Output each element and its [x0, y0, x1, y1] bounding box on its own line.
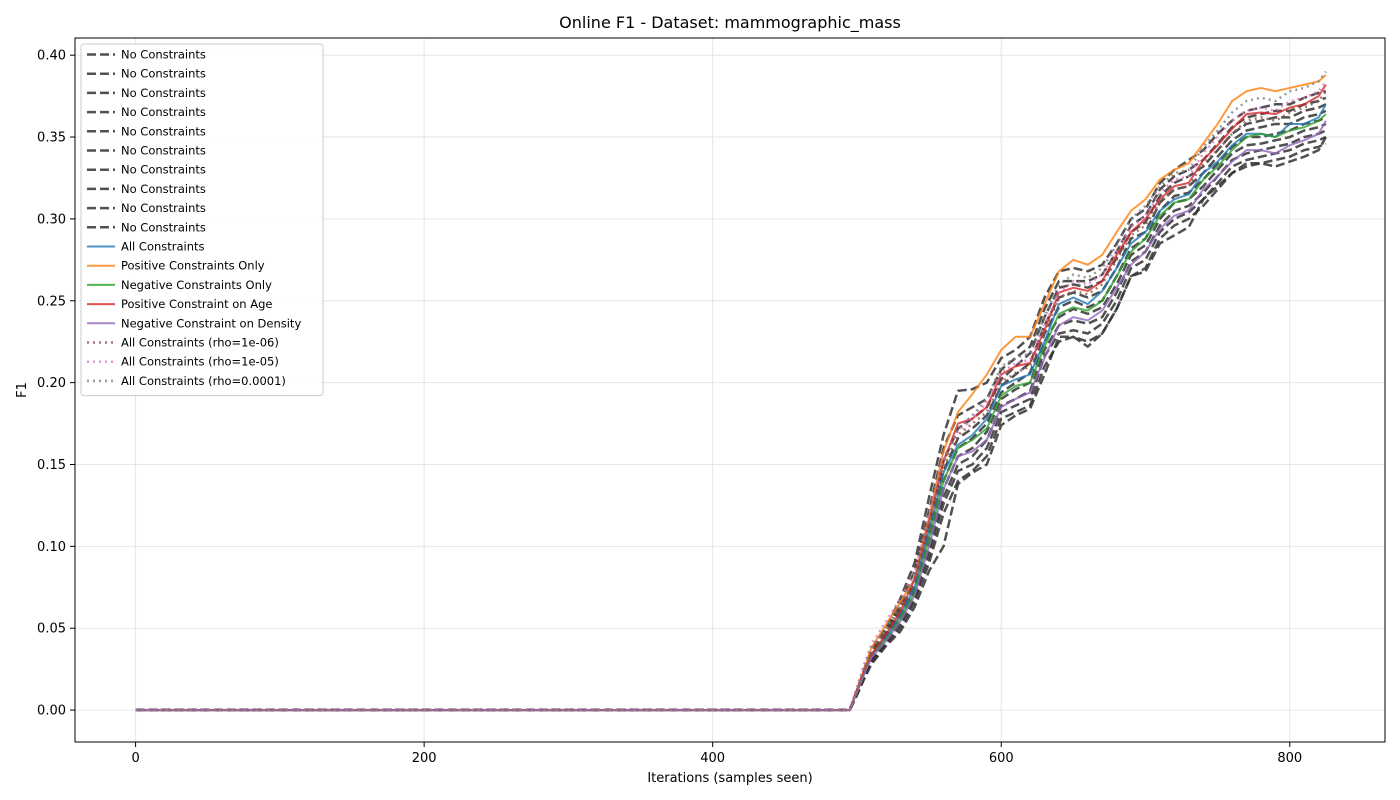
y-tick-label: 0.00 [37, 704, 66, 719]
y-tick-label: 0.15 [37, 458, 66, 473]
legend-label: All Constraints (rho=1e-05) [121, 355, 279, 369]
legend-label: No Constraints [121, 201, 206, 215]
y-tick-label: 0.25 [37, 294, 66, 309]
legend-label: No Constraints [121, 220, 206, 234]
y-tick-label: 0.40 [37, 49, 66, 64]
legend-box [80, 43, 324, 397]
y-tick-label: 0.35 [37, 131, 66, 146]
legend-label: No Constraints [121, 163, 206, 177]
series-line-14 [135, 120, 1327, 712]
x-tick-label: 600 [989, 751, 1014, 766]
series-lines [135, 70, 1327, 712]
series-line-17 [135, 70, 1327, 712]
y-tick-label: 0.30 [37, 212, 66, 227]
series-line-6 [135, 129, 1327, 712]
legend-label: No Constraints [121, 182, 206, 196]
legend-label: All Constraints [121, 240, 205, 254]
legend: No Constraints No Constraints No Constrain… [80, 43, 324, 397]
axis-ticks: 0 200 400 600 800 0.00 0.05 0.10 0.15 0.20 0.25 0.3… [37, 49, 1302, 766]
y-tick-label: 0.10 [37, 540, 66, 555]
series-line-12 [135, 113, 1327, 712]
legend-label: Positive Constraint on Age [121, 297, 273, 311]
x-tick-label: 800 [1277, 751, 1302, 766]
series-line-0 [135, 89, 1327, 712]
legend-label: All Constraints (rho=0.0001) [121, 374, 286, 388]
series-line-2 [135, 103, 1327, 712]
y-axis-title: F1 [15, 382, 30, 398]
legend-label: Positive Constraints Only [121, 259, 265, 273]
legend-label: No Constraints [121, 105, 206, 119]
series-line-11 [135, 74, 1327, 712]
y-tick-label: 0.05 [37, 622, 66, 637]
series-line-7 [135, 135, 1327, 712]
series-line-10 [135, 103, 1327, 712]
x-tick-label: 400 [700, 751, 725, 766]
plot-frame [74, 37, 1386, 743]
legend-label: No Constraints [121, 86, 206, 100]
legend-label: No Constraints [121, 67, 206, 81]
series-line-16 [135, 80, 1327, 712]
legend-label: All Constraints (rho=1e-06) [121, 336, 279, 350]
series-line-9 [135, 136, 1327, 712]
legend-label: Negative Constraint on Density [121, 316, 301, 330]
legend-label: No Constraints [121, 48, 206, 62]
series-line-15 [135, 90, 1327, 712]
grid [75, 38, 1385, 742]
chart-title: Online F1 - Dataset: mammographic_mass [559, 13, 901, 33]
x-tick-label: 200 [412, 751, 437, 766]
series-line-13 [135, 84, 1327, 712]
legend-label: No Constraints [121, 144, 206, 158]
y-tick-label: 0.20 [37, 376, 66, 391]
legend-label: Negative Constraints Only [121, 278, 272, 292]
legend-label: No Constraints [121, 124, 206, 138]
x-axis-title: Iterations (samples seen) [647, 771, 812, 786]
x-tick-label: 0 [131, 751, 139, 766]
